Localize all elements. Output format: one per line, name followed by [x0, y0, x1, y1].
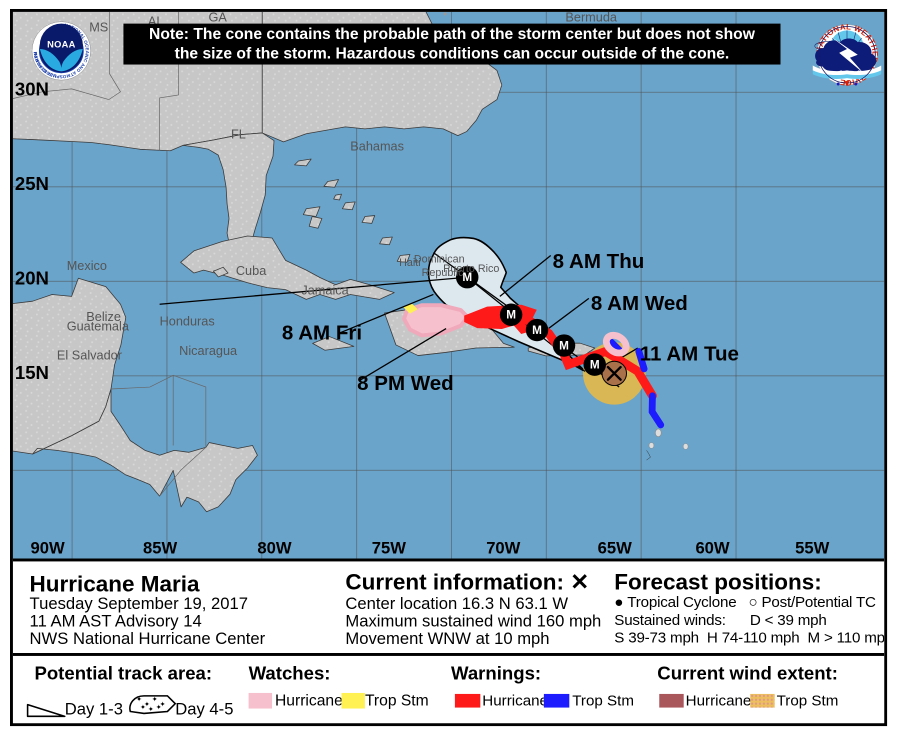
svg-text:M: M: [532, 324, 542, 337]
svg-text:M: M: [559, 339, 569, 352]
svg-text:✦: ✦: [136, 696, 142, 704]
svg-text:M: M: [590, 359, 600, 372]
svg-text:✦: ✦: [152, 696, 158, 704]
svg-text:M: M: [506, 309, 516, 322]
svg-text:✦: ✦: [156, 704, 162, 712]
svg-text:✦: ✦: [148, 705, 154, 713]
svg-text:✦: ✦: [140, 704, 146, 712]
svg-text:NOAA: NOAA: [47, 39, 76, 49]
